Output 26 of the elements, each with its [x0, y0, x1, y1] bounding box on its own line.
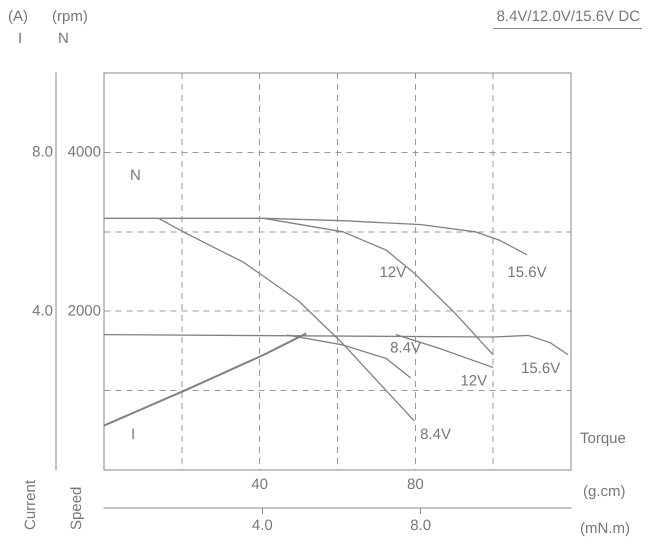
y2-axis-title: Current [22, 480, 39, 530]
y-tick-label: 2000 [68, 302, 101, 320]
x-tick-label: 80 [406, 476, 424, 494]
text: (A) [8, 8, 28, 25]
chart-title: 8.4V/12.0V/15.6V DC [492, 8, 642, 29]
text: I [18, 30, 22, 47]
series-label: 12V [379, 264, 406, 282]
text: (rpm) [52, 8, 88, 25]
y-axis-title: Speed [68, 486, 85, 530]
y-tick-label: 4000 [68, 144, 101, 161]
series-label: 15.6V [507, 264, 547, 281]
series-label: 8.4V [420, 426, 452, 443]
series-label: 8.4V [390, 340, 422, 357]
x-axis-title: Torque [580, 430, 626, 447]
x2-tick-label: 4.0 [252, 517, 273, 534]
annotation: N [130, 167, 141, 184]
text: N [58, 30, 69, 47]
x-tick-label: 40 [251, 476, 268, 494]
series-label: 12V [460, 372, 488, 390]
text: (mN.m) [580, 520, 630, 537]
x2-tick-label: 8.0 [410, 517, 432, 534]
y2-tick-label: 8.0 [32, 144, 53, 161]
y2-tick-label: 4.0 [32, 302, 53, 320]
annotation: I [131, 426, 136, 443]
series-label: 15.6V [521, 360, 560, 378]
text: (g.cm) [583, 483, 626, 500]
